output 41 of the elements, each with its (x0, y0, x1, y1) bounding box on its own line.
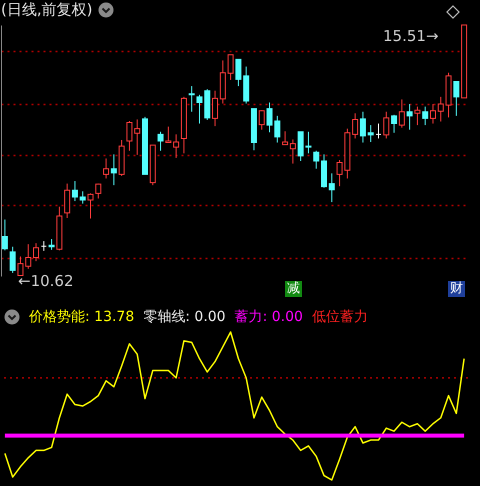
candlestick (290, 138, 296, 164)
candlestick (33, 242, 40, 262)
candlestick (336, 159, 343, 187)
candlestick (2, 219, 8, 251)
candlestick (48, 238, 55, 250)
candlestick (64, 183, 70, 218)
text: 财 (448, 281, 465, 297)
candlestick (158, 131, 164, 152)
candlestick (40, 240, 47, 252)
candlestick (391, 114, 398, 134)
candlestick (266, 102, 273, 133)
candlestick (103, 158, 110, 179)
candlestick (258, 110, 265, 130)
candlestick (375, 123, 382, 139)
candlestick (10, 246, 16, 274)
text: 减 (285, 281, 302, 297)
candlestick (95, 183, 102, 199)
candlestick (274, 115, 280, 144)
text: 低位蓄力 (312, 308, 368, 326)
candlestick (282, 130, 288, 146)
candlestick (110, 154, 117, 186)
candlestick (422, 106, 428, 126)
annotation: ←10.62 (18, 272, 74, 290)
candlestick (328, 172, 335, 203)
candlestick (188, 86, 195, 112)
candlestick (212, 90, 218, 127)
candlestick (430, 104, 436, 124)
candlestick (196, 94, 202, 124)
candlestick (305, 131, 312, 154)
annotation: 15.51→ (383, 27, 439, 45)
chart-title: (日线,前复权) (1, 0, 92, 18)
candlestick (313, 150, 320, 170)
series-label: 价格势能: 13.78 (29, 308, 134, 326)
candlestick (383, 111, 390, 139)
candlestick (398, 98, 405, 128)
candlestick (88, 192, 94, 220)
candlestick (453, 80, 460, 116)
candlestick (406, 104, 413, 130)
text: 零轴线: 0.00 (143, 308, 226, 326)
candlestick (414, 106, 420, 126)
text: 蓄力: 0.00 (234, 308, 303, 326)
